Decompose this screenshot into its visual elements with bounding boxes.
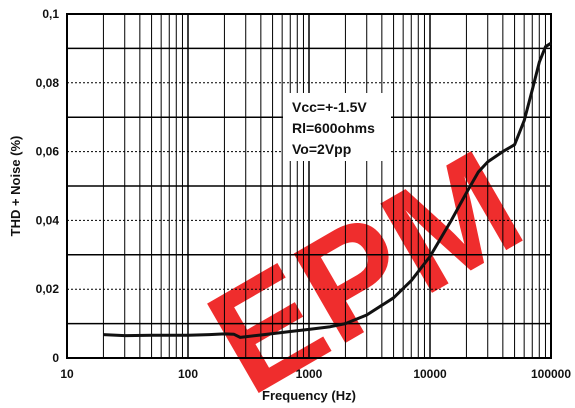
y-tick-label: 0,08 (36, 76, 60, 90)
y-axis-title: THD + Noise (%) (8, 136, 23, 237)
y-tick-label: 0 (52, 351, 59, 365)
y-tick-label: 0,1 (42, 7, 59, 21)
x-tick-label: 100000 (531, 367, 571, 381)
y-tick-label: 0,06 (36, 145, 60, 159)
x-tick-label: 10 (60, 367, 74, 381)
x-axis-title: Frequency (Hz) (262, 388, 356, 403)
y-tick-label: 0,04 (36, 213, 60, 227)
x-tick-label: 100 (178, 367, 198, 381)
annotation-line-1: Vcc=+-1.5V (292, 99, 367, 115)
watermark: EPM (182, 118, 548, 408)
plot-area-border (66, 13, 552, 359)
x-tick-label: 1000 (296, 367, 323, 381)
x-tick-label: 10000 (413, 367, 447, 381)
annotation-box: Vcc=+-1.5V Rl=600ohms Vo=2Vpp (283, 93, 391, 161)
tick-labels: 0 0,02 0,04 0,06 0,08 0,1 10 100 1000 10000 100000 (36, 7, 572, 381)
series-line-0 (103, 41, 552, 339)
grid (66, 13, 552, 359)
annotation-line-3: Vo=2Vpp (292, 141, 351, 157)
y-tick-label: 0,02 (36, 282, 60, 296)
watermark-text: EPM (182, 118, 548, 408)
series-layer (103, 41, 552, 339)
annotation-line-2: Rl=600ohms (292, 120, 375, 136)
